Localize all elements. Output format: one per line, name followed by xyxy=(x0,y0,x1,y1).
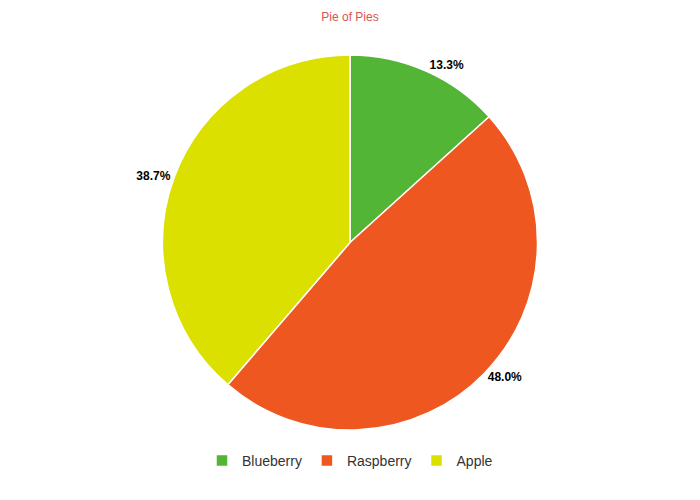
svg-text:48.0%: 48.0% xyxy=(488,370,522,384)
svg-text:38.7%: 38.7% xyxy=(136,169,170,183)
svg-text:13.3%: 13.3% xyxy=(430,58,464,72)
svg-text:Raspberry: Raspberry xyxy=(347,453,412,469)
svg-text:Apple: Apple xyxy=(457,453,493,469)
svg-text:Pie of Pies: Pie of Pies xyxy=(321,10,378,24)
svg-text:Blueberry: Blueberry xyxy=(242,453,302,469)
